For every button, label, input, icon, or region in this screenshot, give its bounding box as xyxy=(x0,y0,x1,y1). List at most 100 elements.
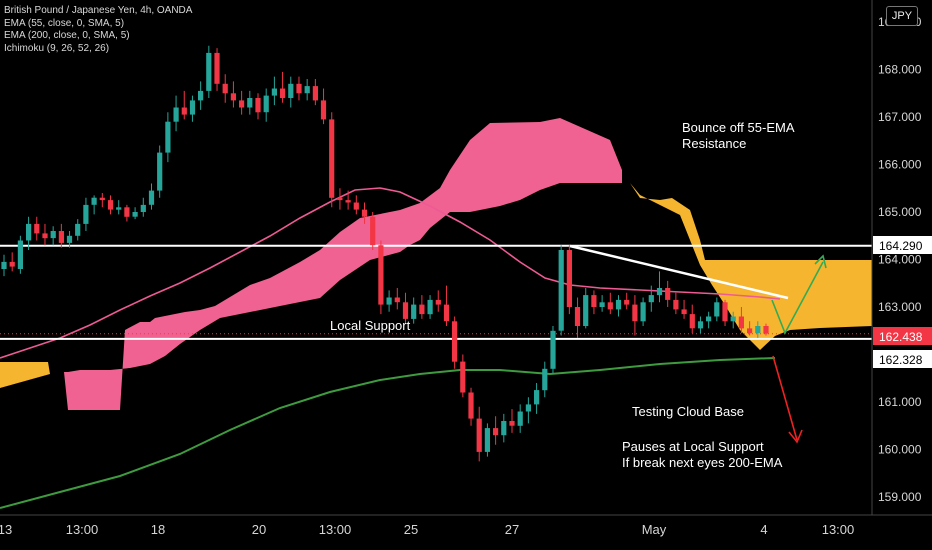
candle xyxy=(239,90,245,115)
candle xyxy=(173,95,179,132)
candle xyxy=(632,295,638,336)
price-tick-label: 160.000 xyxy=(878,443,922,457)
candle xyxy=(714,297,720,322)
candle-body xyxy=(329,119,335,198)
candle xyxy=(320,88,327,125)
candle xyxy=(501,413,507,443)
candle-body xyxy=(148,190,155,205)
cloud-bullish-left xyxy=(0,362,50,388)
candle xyxy=(747,321,753,336)
candle xyxy=(583,288,589,329)
candle xyxy=(312,79,318,106)
indicator-ema200-label[interactable]: EMA (200, close, 0, SMA, 5) xyxy=(4,30,130,41)
candle xyxy=(280,71,286,103)
candle xyxy=(66,231,73,248)
ema-55-line xyxy=(0,187,781,359)
candle-body xyxy=(525,404,531,412)
candle xyxy=(615,295,622,317)
candle xyxy=(706,311,712,329)
time-axis[interactable]: 13 13:00 18 20 13:00 25 27 May 4 13:00 xyxy=(0,514,932,537)
annotation-line: If break next eyes 200-EMA xyxy=(622,455,783,470)
candle-body xyxy=(542,368,548,391)
candle xyxy=(689,304,695,334)
candle-body xyxy=(58,231,64,243)
time-tick-label: 25 xyxy=(404,522,418,537)
candle xyxy=(427,295,433,319)
drawings xyxy=(569,244,827,444)
descending-trendline[interactable] xyxy=(569,244,789,300)
candle xyxy=(697,316,704,334)
candle-body xyxy=(558,250,564,331)
candle xyxy=(17,235,23,274)
price-label[interactable]: 162.328 xyxy=(873,350,932,368)
candle-body xyxy=(517,411,523,426)
candle-body xyxy=(230,93,236,101)
candle xyxy=(656,271,663,303)
candle xyxy=(517,404,523,433)
annotation-local-support[interactable]: Local Support xyxy=(330,318,411,333)
candle-body xyxy=(173,107,179,122)
candle-body xyxy=(402,302,409,319)
candle xyxy=(509,409,515,433)
candle-body xyxy=(640,302,646,322)
candle xyxy=(730,311,736,329)
candle-body xyxy=(370,216,376,246)
candle-body xyxy=(583,295,589,326)
currency-badge[interactable]: JPY xyxy=(886,6,918,26)
bearish-projection-arrow[interactable] xyxy=(772,355,798,441)
price-label-box xyxy=(873,236,932,254)
candle xyxy=(75,219,81,241)
candle-body xyxy=(468,392,474,419)
candle-body xyxy=(648,295,654,303)
candle-body xyxy=(394,297,400,303)
candle-body xyxy=(312,86,318,101)
candle xyxy=(9,252,15,272)
price-tick-label: 167.000 xyxy=(878,110,922,124)
candle-body xyxy=(116,207,122,210)
candle-body xyxy=(345,200,351,203)
candle-body xyxy=(730,316,736,322)
candle-body xyxy=(419,304,425,315)
candle-body xyxy=(271,88,277,96)
candle xyxy=(566,245,572,315)
candle xyxy=(116,200,122,215)
annotation-pauses-local-support[interactable]: Pauses at Local Support If break next eye… xyxy=(622,439,783,470)
candle-body xyxy=(165,121,171,153)
indicator-ichimoku-label[interactable]: Ichimoku (9, 26, 52, 26) xyxy=(4,42,110,54)
annotation-testing-cloud-base[interactable]: Testing Cloud Base xyxy=(632,404,744,419)
candle xyxy=(345,190,351,210)
candle-body xyxy=(615,299,622,310)
candle-body xyxy=(222,83,228,94)
candle xyxy=(329,112,335,208)
symbol-line[interactable]: British Pound / Japanese Yen, 4h, OANDA xyxy=(4,5,193,16)
indicator-ema55-label[interactable]: EMA (55, close, 0, SMA, 5) xyxy=(4,17,125,29)
candle-body xyxy=(157,152,163,191)
candle xyxy=(443,285,450,326)
price-label[interactable]: 164.290 xyxy=(873,236,932,254)
candle-body xyxy=(624,299,630,305)
candle xyxy=(26,216,32,250)
candle xyxy=(599,295,605,312)
candle-body xyxy=(566,250,572,307)
time-tick-label: 13 xyxy=(0,522,12,537)
candle xyxy=(222,74,228,103)
annotation-bounce-55ema[interactable]: Bounce off 55-EMA Resistance xyxy=(682,120,795,151)
price-label-text: 162.328 xyxy=(879,353,923,367)
candle-body xyxy=(673,299,679,310)
price-label[interactable]: 162.438 xyxy=(873,327,932,345)
time-tick-label: May xyxy=(642,522,667,537)
candle-body xyxy=(361,209,368,217)
candle-body xyxy=(296,83,302,94)
candle xyxy=(550,326,556,374)
candle-body xyxy=(452,321,458,362)
candle xyxy=(435,290,441,312)
candle-body xyxy=(320,100,327,120)
annotation-line: Testing Cloud Base xyxy=(632,404,744,419)
candle-body xyxy=(132,212,138,217)
bullish-projection-arrow[interactable] xyxy=(771,261,824,335)
candle-body xyxy=(460,361,466,393)
candle xyxy=(140,197,146,217)
candle xyxy=(247,90,253,115)
candle-body xyxy=(501,421,507,436)
